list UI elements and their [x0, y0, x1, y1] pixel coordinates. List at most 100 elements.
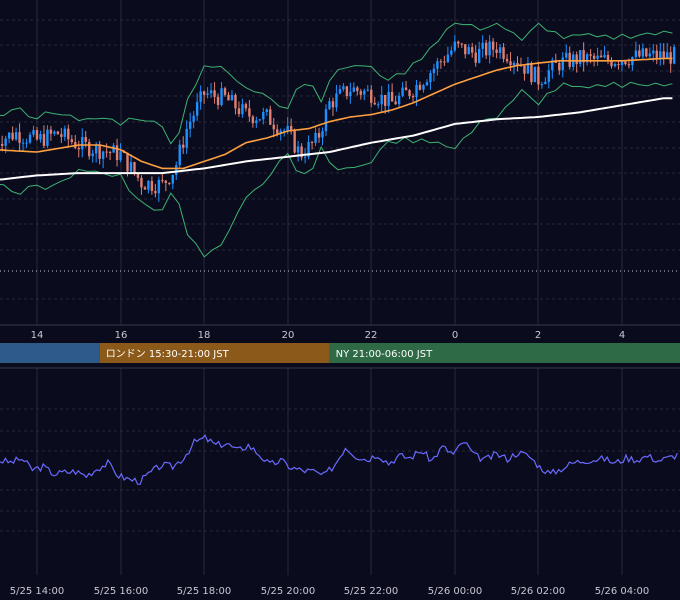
candle-body	[359, 91, 363, 95]
upper-x-tick-label: 16	[115, 330, 128, 341]
candle-body	[171, 174, 174, 184]
upper-x-tick-label: 18	[198, 330, 211, 341]
candle-body	[666, 52, 669, 59]
candle-body	[422, 85, 425, 90]
candle-body	[269, 109, 272, 125]
candle-body	[241, 104, 244, 115]
candle-body	[237, 108, 241, 115]
candle-body	[70, 139, 74, 143]
candle-body	[283, 130, 286, 132]
candle-body	[321, 131, 324, 138]
bollinger-lower-band	[0, 81, 673, 258]
candle-body	[164, 180, 168, 183]
candle-body	[464, 44, 467, 55]
candle-body	[279, 130, 282, 134]
candle-body	[467, 47, 470, 55]
candle-body	[53, 131, 56, 134]
candle-body	[404, 87, 408, 91]
candlesticks	[0, 35, 676, 202]
candle-body	[223, 88, 227, 95]
candle-body	[627, 64, 631, 66]
oscillator-panel	[0, 434, 678, 485]
moving-average-fast-line	[0, 57, 673, 170]
candle-body	[582, 50, 585, 63]
upper-x-tick-label: 14	[31, 330, 44, 341]
candle-body	[585, 54, 589, 63]
candle-body	[380, 94, 383, 105]
candle-body	[154, 190, 157, 194]
lower-x-axis: 5/25 14:00 5/25 16:00 5/25 18:00 5/25 20:00…	[10, 586, 649, 597]
candle-body	[195, 101, 199, 116]
candle-body	[401, 87, 404, 96]
candle-body	[533, 66, 537, 83]
lower-x-tick-label: 5/26 02:00	[511, 586, 565, 597]
candle-body	[491, 41, 495, 50]
candle-body	[265, 109, 268, 112]
candle-body	[620, 61, 624, 66]
candle-body	[634, 50, 638, 58]
candle-body	[42, 134, 46, 146]
candle-body	[25, 142, 28, 144]
upper-x-tick-label: 22	[365, 330, 378, 341]
candle-body	[481, 42, 484, 49]
candle-body	[558, 62, 561, 71]
candle-body	[502, 47, 505, 59]
candle-body	[561, 57, 564, 71]
candle-body	[450, 50, 453, 55]
candle-body	[133, 162, 136, 174]
candle-body	[77, 147, 80, 150]
candle-body	[303, 156, 307, 158]
candle-body	[244, 104, 248, 109]
candle-body	[28, 134, 32, 143]
candle-body	[328, 101, 331, 110]
candle-body	[213, 90, 216, 97]
candle-body	[39, 134, 42, 140]
candle-body	[387, 91, 390, 106]
candle-body	[67, 128, 70, 140]
candle-body	[363, 90, 366, 95]
candle-body	[202, 91, 206, 95]
candle-body	[418, 84, 422, 90]
candle-body	[624, 61, 627, 65]
candle-body	[317, 132, 321, 138]
candle-body	[101, 151, 105, 159]
candle-body	[91, 153, 94, 157]
candle-body	[32, 130, 35, 135]
upper-x-tick-label: 0	[452, 330, 458, 341]
candle-body	[94, 144, 98, 154]
candle-body	[157, 179, 161, 194]
candle-body	[592, 55, 596, 59]
candle-body	[108, 152, 112, 154]
candle-body	[617, 64, 620, 66]
session-block	[99, 343, 330, 363]
candle-body	[272, 124, 275, 130]
candle-body	[178, 144, 181, 166]
session-block	[0, 343, 100, 363]
candle-body	[248, 108, 251, 117]
candle-body	[474, 52, 477, 63]
candle-body	[310, 142, 314, 144]
candle-body	[11, 132, 14, 140]
candle-body	[568, 52, 571, 67]
candle-body	[182, 144, 185, 148]
candle-body	[293, 130, 296, 153]
candle-body	[150, 180, 154, 191]
candle-body	[286, 125, 289, 131]
candle-body	[606, 55, 610, 61]
lower-x-tick-label: 5/25 20:00	[261, 586, 315, 597]
candle-body	[631, 57, 634, 66]
candle-body	[234, 94, 237, 109]
candle-body	[276, 129, 279, 134]
candle-body	[610, 60, 613, 67]
candle-body	[460, 43, 463, 45]
candle-body	[672, 47, 676, 64]
candle-body	[352, 87, 356, 92]
candle-body	[324, 109, 328, 132]
candle-body	[373, 102, 376, 105]
candle-body	[540, 84, 544, 86]
candle-body	[14, 132, 18, 140]
candle-body	[523, 65, 526, 74]
candle-body	[652, 50, 655, 54]
candle-body	[446, 54, 450, 63]
